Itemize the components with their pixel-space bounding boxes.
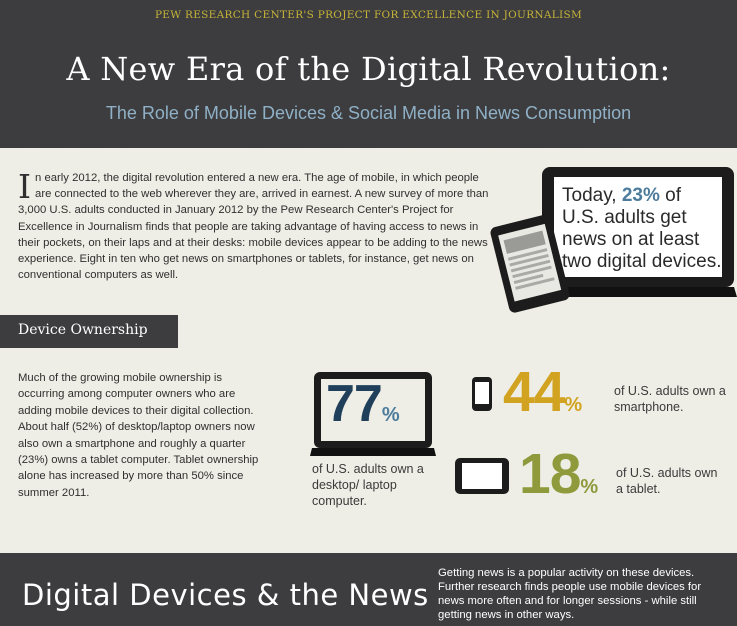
footer-title: Digital Devices & the News [22,578,429,612]
footer-band [0,553,737,626]
computer-stat-value: 77% [326,375,400,433]
intro-text: n early 2012, the digital revolution ent… [18,172,489,282]
devices-illustration [490,167,737,313]
intro-dropcap: I [18,167,32,206]
tablet-stat-caption: of U.S. adults own a tablet. [616,466,718,496]
header-zigzag-edge [0,140,737,148]
page-title: A New Era of the Digital Revolution: [66,50,671,88]
laptop-screen-icon [542,167,737,297]
ownership-paragraph: Much of the growing mobile ownership is … [18,372,259,499]
section-title: Device Ownership [18,322,148,338]
footer-paragraph: Getting news is a popular activity on th… [438,567,702,621]
computer-stat-caption: of U.S. adults own a desktop/ laptop com… [312,462,424,508]
section-header-bar [0,315,178,348]
publisher-label: PEW RESEARCH CENTER'S PROJECT FOR EXCELL… [154,9,583,21]
smartphone-stat-caption: of U.S. adults own a smartphone. [614,384,726,414]
laptop-icon [310,372,436,456]
multi-device-callout: Today, 23% of U.S. adults get news on at… [562,185,722,272]
smartphone-stat-value: 44% [503,360,583,424]
tablet-icon [490,214,570,313]
page-subtitle: The Role of Mobile Devices & Social Medi… [105,103,632,123]
tablet-stat-value: 18% [519,442,599,506]
header-band [0,0,737,148]
tablet-icon [455,458,509,494]
smartphone-icon [472,377,492,411]
callout-highlight: 23% [621,185,660,206]
